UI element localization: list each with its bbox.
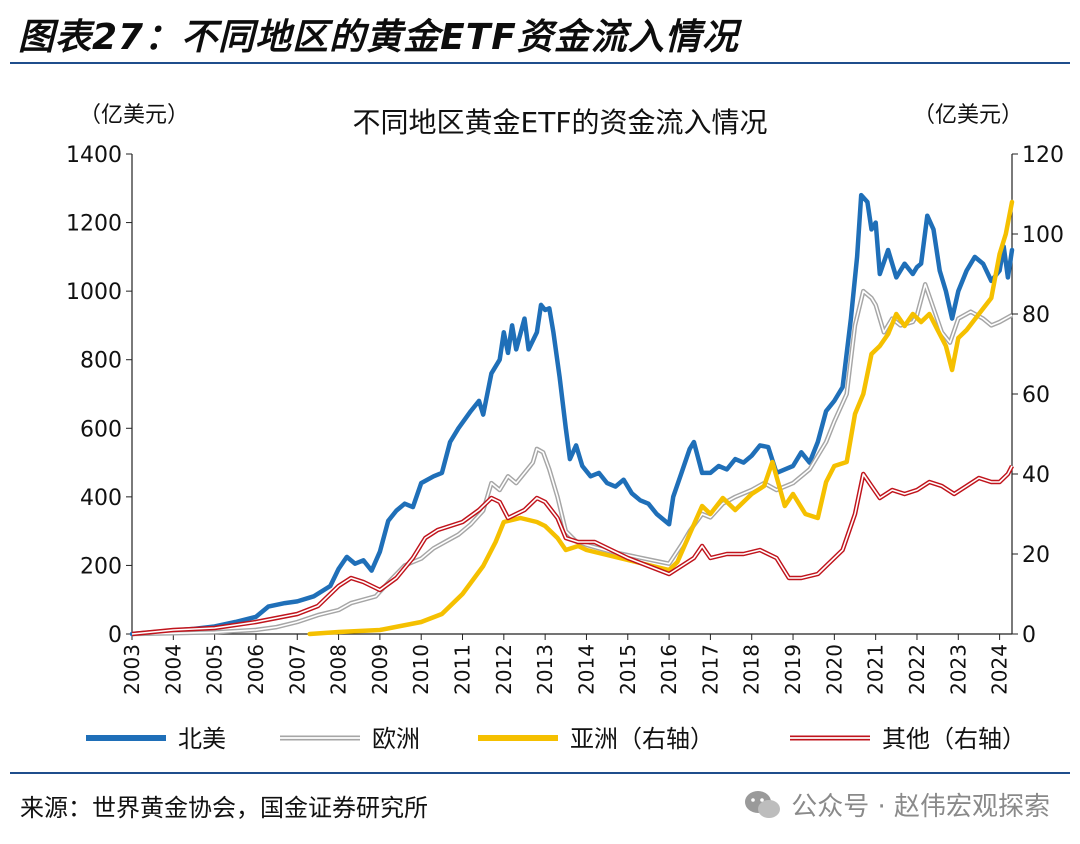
x-tick-label: 2003 bbox=[120, 644, 144, 695]
x-tick-label: 2022 bbox=[905, 644, 929, 695]
x-tick-label: 2012 bbox=[492, 644, 516, 695]
x-tick-label: 2018 bbox=[740, 644, 764, 695]
right-tick-label: 120 bbox=[1022, 143, 1064, 168]
x-tick-label: 2021 bbox=[864, 644, 888, 695]
x-tick-label: 2016 bbox=[657, 644, 681, 695]
series-1-line bbox=[129, 192, 1015, 637]
legend-item-3: 亚洲（右轴） bbox=[478, 725, 714, 753]
watermark: 公众号 · 赵伟宏观探索 bbox=[743, 786, 1050, 823]
top-divider bbox=[10, 62, 1070, 64]
x-tick-label: 2009 bbox=[368, 644, 392, 695]
x-tick-label: 2024 bbox=[988, 644, 1012, 695]
legend-item-2: 欧洲 bbox=[280, 725, 420, 753]
x-tick-label: 2006 bbox=[244, 644, 268, 695]
x-tick-label: 2008 bbox=[327, 644, 351, 695]
left-tick-label: 600 bbox=[80, 417, 122, 442]
chart-legend: 北美 欧洲 亚洲（右轴） 其他（右轴） bbox=[86, 725, 1026, 753]
series-4-line-inner bbox=[131, 465, 1013, 635]
series-3-line bbox=[307, 199, 1015, 637]
x-tick-label: 2023 bbox=[946, 644, 970, 695]
left-tick-label: 800 bbox=[80, 349, 122, 374]
chart-title: 不同地区黄金ETF的资金流入情况 bbox=[353, 106, 768, 139]
left-tick-label: 1200 bbox=[66, 212, 122, 237]
left-tick-label: 200 bbox=[80, 554, 122, 579]
x-tick-label: 2020 bbox=[822, 644, 846, 695]
watermark-text: 公众号 · 赵伟宏观探索 bbox=[791, 792, 1050, 822]
figure-title: 图表27：不同地区的黄金ETF资金流入情况 bbox=[18, 17, 739, 58]
line-chart: 不同地区黄金ETF的资金流入情况 （亿美元） （亿美元） 02004006008… bbox=[66, 103, 1064, 753]
left-axis-unit: （亿美元） bbox=[79, 103, 189, 128]
left-tick-label: 1000 bbox=[66, 280, 122, 305]
legend-item-1: 北美 bbox=[86, 725, 226, 753]
x-tick-label: 2015 bbox=[616, 644, 640, 695]
right-tick-label: 20 bbox=[1022, 543, 1050, 568]
x-tick-label: 2010 bbox=[409, 644, 433, 695]
legend-label: 其他（右轴） bbox=[882, 725, 1026, 753]
source-note: 来源：世界黄金协会，国金证券研究所 bbox=[20, 794, 428, 822]
left-tick-label: 400 bbox=[80, 486, 122, 511]
left-tick-label: 0 bbox=[108, 623, 122, 648]
x-tick-label: 2014 bbox=[574, 644, 598, 695]
x-tick-label: 2005 bbox=[203, 644, 227, 695]
right-tick-label: 80 bbox=[1022, 303, 1050, 328]
right-tick-label: 100 bbox=[1022, 223, 1064, 248]
x-tick-label: 2011 bbox=[451, 644, 475, 695]
x-tick-label: 2004 bbox=[161, 644, 185, 695]
right-tick-label: 60 bbox=[1022, 383, 1050, 408]
series-layer bbox=[129, 192, 1015, 637]
legend-label: 亚洲（右轴） bbox=[570, 725, 714, 753]
x-tick-label: 2013 bbox=[533, 644, 557, 695]
legend-item-4: 其他（右轴） bbox=[790, 725, 1026, 753]
right-tick-label: 0 bbox=[1022, 623, 1036, 648]
chart-axes: 0 200 400 600 800 1000 1200 1400 0 20 40 60 80 100 120… bbox=[66, 143, 1064, 695]
right-axis-unit: （亿美元） bbox=[913, 103, 1023, 128]
right-tick-label: 40 bbox=[1022, 463, 1050, 488]
x-tick-label: 2017 bbox=[698, 644, 722, 695]
legend-label: 欧洲 bbox=[372, 725, 420, 753]
legend-label: 北美 bbox=[178, 725, 226, 753]
left-tick-label: 1400 bbox=[66, 143, 122, 168]
x-tick-label: 2019 bbox=[781, 644, 805, 695]
x-tick-label: 2007 bbox=[285, 644, 309, 695]
wechat-icon bbox=[745, 790, 781, 818]
bottom-divider bbox=[10, 772, 1070, 774]
